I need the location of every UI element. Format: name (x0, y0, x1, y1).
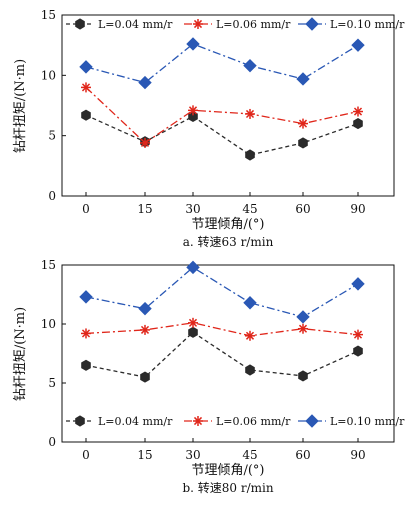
x-tick-label: 60 (295, 202, 310, 216)
chart-a: 0 5 10 15 0 15 30 45 60 90 L=0.04 mm/r L=0.06 mm/r… (13, 8, 405, 249)
series-line-3 (85, 43, 359, 84)
chart-b-plot-frame (61, 264, 395, 443)
y-tick-label: 15 (41, 8, 56, 22)
data-point (243, 296, 257, 310)
chart-a-ticks: 0 5 10 15 0 15 30 45 60 90 (41, 8, 366, 216)
data-point (298, 370, 308, 382)
chart-b-ticks: 0 5 10 15 0 15 30 45 60 90 (41, 258, 366, 462)
y-tick-label: 10 (41, 317, 56, 331)
data-point (186, 37, 200, 51)
data-point (79, 60, 93, 74)
data-point (245, 330, 255, 341)
x-tick-label: 30 (185, 448, 200, 462)
chart-b-caption: b. 转速80 r/min (182, 480, 273, 495)
series-line-2 (85, 322, 359, 337)
data-point (81, 359, 91, 371)
legend-marker (193, 19, 203, 29)
data-point (186, 260, 200, 275)
series-line-1 (85, 114, 359, 156)
data-point (298, 118, 308, 129)
x-tick-label: 0 (82, 202, 90, 216)
chart-a-xlabel: 节理倾角/(°) (191, 217, 264, 232)
data-point (296, 310, 310, 324)
y-tick-label: 5 (48, 129, 56, 143)
chart-b-marks (79, 260, 365, 383)
series-line-3 (85, 266, 359, 318)
legend-label: L=0.06 mm/r (216, 415, 291, 428)
data-point (81, 82, 91, 93)
x-tick-label: 15 (137, 448, 152, 462)
chart-a-ylabel: 钻杆扭矩/(N·m) (13, 59, 28, 153)
data-point (81, 109, 91, 121)
y-tick-label: 0 (48, 435, 56, 449)
x-tick-label: 45 (242, 448, 257, 462)
y-tick-label: 10 (41, 68, 56, 82)
data-point (188, 326, 198, 338)
x-tick-label: 60 (295, 448, 310, 462)
data-point (138, 301, 152, 316)
data-point (296, 72, 310, 86)
data-point (245, 108, 255, 119)
data-point (245, 364, 255, 376)
series-line-1 (85, 331, 359, 378)
data-point (298, 137, 308, 149)
chart-a-plot-frame (61, 14, 395, 197)
y-tick-label: 0 (48, 189, 56, 203)
data-point (188, 105, 198, 116)
x-tick-label: 15 (137, 202, 152, 216)
data-point (81, 328, 91, 339)
chart-b-xlabel: 节理倾角/(°) (191, 463, 264, 478)
x-tick-label: 30 (185, 202, 200, 216)
chart-a-caption: a. 转速63 r/min (183, 234, 274, 249)
data-point (351, 38, 365, 52)
series-line-2 (85, 86, 359, 144)
data-point (79, 290, 93, 304)
data-point (188, 317, 198, 328)
data-point (138, 75, 152, 90)
data-point (353, 118, 363, 130)
chart-b: 0 5 10 15 0 15 30 45 60 90 L=0.04 mm/r L=0.06 mm/r… (13, 258, 405, 495)
x-tick-label: 90 (350, 448, 365, 462)
data-point (140, 371, 150, 383)
legend-label: L=0.04 mm/r (98, 415, 173, 428)
legend-marker (305, 414, 319, 428)
y-tick-label: 5 (48, 376, 56, 390)
data-point (353, 345, 363, 357)
legend-label: L=0.10 mm/r (330, 415, 405, 428)
x-tick-label: 45 (242, 202, 257, 216)
data-point (298, 323, 308, 334)
data-point (351, 277, 365, 291)
chart-a-legend: L=0.04 mm/r L=0.06 mm/r L=0.10 mm/r (66, 17, 405, 31)
legend-marker (305, 17, 319, 31)
chart-b-ylabel: 钻杆扭矩/(N·m) (13, 307, 28, 401)
legend-label: L=0.10 mm/r (330, 18, 405, 31)
data-point (140, 324, 150, 335)
chart-a-marks (79, 37, 365, 161)
data-point (245, 149, 255, 161)
data-point (140, 137, 150, 148)
y-tick-label: 15 (41, 258, 56, 272)
chart-b-legend: L=0.04 mm/r L=0.06 mm/r L=0.10 mm/r (66, 414, 405, 428)
data-point (243, 58, 257, 73)
legend-label: L=0.04 mm/r (98, 18, 173, 31)
data-point (353, 106, 363, 117)
x-tick-label: 0 (82, 448, 90, 462)
data-point (353, 329, 363, 340)
legend-marker (193, 416, 203, 426)
x-tick-label: 90 (350, 202, 365, 216)
legend-marker (75, 18, 85, 30)
legend-label: L=0.06 mm/r (216, 18, 291, 31)
legend-marker (75, 415, 85, 427)
